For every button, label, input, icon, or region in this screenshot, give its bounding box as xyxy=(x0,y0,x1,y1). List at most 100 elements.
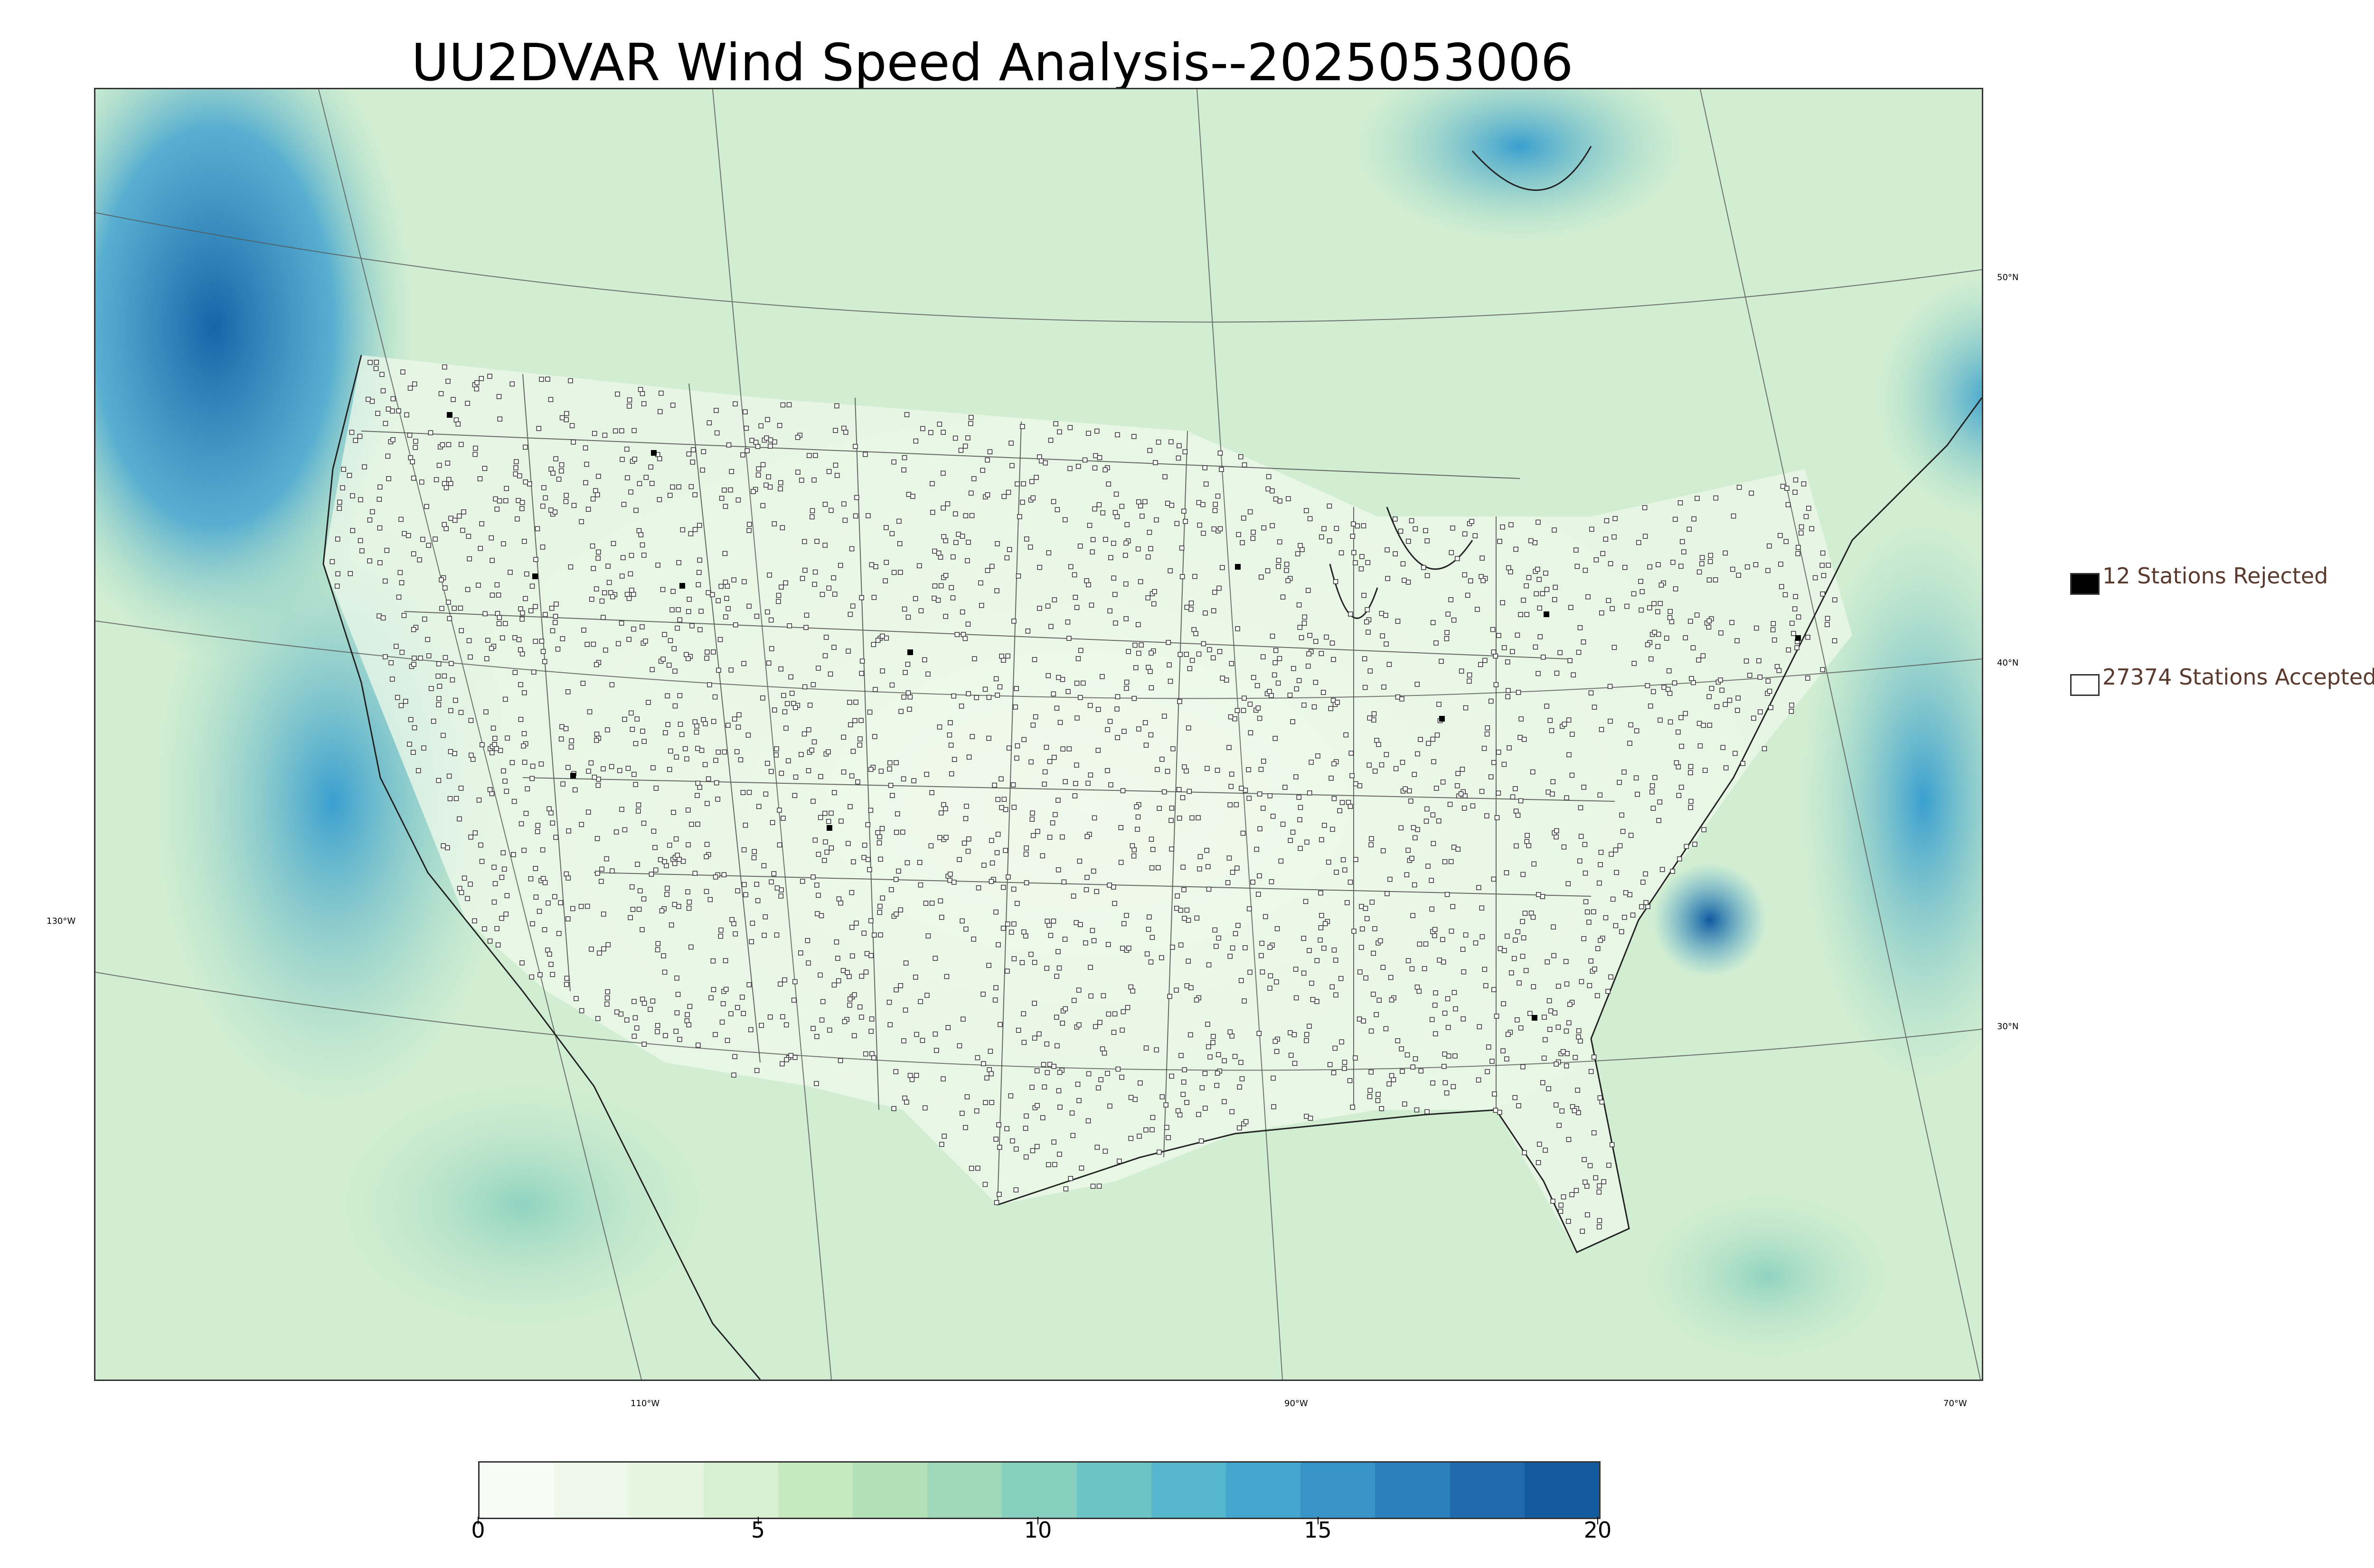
accepted-station-marker xyxy=(914,1032,919,1037)
accepted-station-marker xyxy=(1536,519,1541,525)
accepted-station-marker xyxy=(1455,846,1460,852)
accepted-station-marker xyxy=(1696,657,1701,663)
accepted-station-marker xyxy=(1149,836,1154,842)
accepted-station-marker xyxy=(841,425,847,431)
accepted-station-marker xyxy=(779,584,784,590)
accepted-station-marker xyxy=(838,818,844,824)
accepted-station-marker xyxy=(1540,894,1545,899)
accepted-station-marker xyxy=(1291,1032,1297,1037)
accepted-station-marker xyxy=(1667,691,1673,696)
accepted-station-marker xyxy=(864,951,870,957)
accepted-station-marker xyxy=(648,1006,653,1012)
wind-speed-map[interactable] xyxy=(94,88,1983,1381)
accepted-station-marker xyxy=(898,907,903,913)
accepted-station-marker xyxy=(1585,1212,1590,1218)
accepted-station-marker xyxy=(1097,1020,1102,1025)
accepted-station-marker xyxy=(1372,769,1378,774)
accepted-station-marker xyxy=(887,766,892,772)
accepted-station-marker xyxy=(716,750,721,755)
accepted-station-marker xyxy=(518,682,523,687)
accepted-station-marker xyxy=(553,835,559,840)
accepted-station-marker xyxy=(1482,967,1488,972)
accepted-station-marker xyxy=(446,600,451,605)
accepted-station-marker xyxy=(440,442,445,448)
colorbar-level-7 xyxy=(1002,1463,1077,1518)
accepted-station-marker xyxy=(872,734,877,739)
accepted-station-marker xyxy=(571,439,576,445)
accepted-station-marker xyxy=(637,481,642,487)
accepted-station-marker xyxy=(640,391,645,396)
accepted-station-marker xyxy=(1517,980,1522,986)
accepted-station-marker xyxy=(1406,538,1411,544)
accepted-station-marker xyxy=(1821,573,1827,578)
accepted-station-marker xyxy=(850,749,856,754)
accepted-station-marker xyxy=(537,972,543,977)
accepted-station-marker xyxy=(878,856,883,862)
accepted-station-marker xyxy=(1293,774,1299,779)
rejected-station-marker xyxy=(907,649,913,655)
accepted-station-marker xyxy=(880,895,886,901)
accepted-station-marker xyxy=(735,724,741,730)
accepted-station-marker xyxy=(659,390,664,396)
accepted-station-marker xyxy=(1063,1186,1069,1192)
accepted-station-marker xyxy=(1275,680,1281,686)
accepted-station-marker xyxy=(1694,612,1700,618)
accepted-station-marker xyxy=(1566,717,1572,723)
accepted-station-marker xyxy=(933,1031,938,1037)
accepted-station-marker xyxy=(1617,779,1622,785)
accepted-station-marker xyxy=(1030,1148,1036,1154)
accepted-station-marker xyxy=(780,525,785,530)
accepted-station-marker xyxy=(1796,545,1801,550)
accepted-station-marker xyxy=(1509,970,1514,976)
wind-speed-colorbar xyxy=(478,1461,1601,1519)
accepted-station-marker xyxy=(682,746,688,751)
accepted-station-marker xyxy=(411,662,416,667)
accepted-station-marker xyxy=(841,501,847,507)
accepted-station-marker xyxy=(1167,994,1172,999)
accepted-station-marker xyxy=(1351,521,1356,527)
accepted-station-marker xyxy=(1683,635,1688,640)
accepted-station-marker xyxy=(1444,892,1450,897)
accepted-station-marker xyxy=(428,686,434,691)
accepted-station-marker xyxy=(959,704,964,709)
accepted-station-marker xyxy=(814,1081,819,1086)
accepted-station-marker xyxy=(1235,923,1241,928)
accepted-station-marker xyxy=(1432,927,1438,932)
accepted-station-marker xyxy=(1126,649,1131,654)
accepted-station-marker xyxy=(636,528,642,534)
accepted-station-marker xyxy=(396,408,401,413)
accepted-station-marker xyxy=(1024,880,1029,885)
accepted-station-marker xyxy=(1107,1103,1112,1109)
accepted-station-marker xyxy=(838,1058,843,1063)
accepted-station-marker xyxy=(1634,728,1639,733)
accepted-station-marker xyxy=(1052,755,1057,760)
accepted-station-marker xyxy=(1583,870,1588,876)
accepted-station-marker xyxy=(636,907,642,912)
accepted-station-marker xyxy=(894,829,899,835)
accepted-station-marker xyxy=(902,455,907,460)
accepted-station-marker xyxy=(1656,631,1661,637)
accepted-station-marker xyxy=(1367,1088,1373,1093)
accepted-station-marker xyxy=(1561,844,1567,850)
accepted-station-marker xyxy=(1692,842,1697,847)
accepted-station-marker xyxy=(1169,503,1175,508)
accepted-station-marker xyxy=(1571,672,1576,677)
accepted-station-marker xyxy=(980,991,986,997)
accepted-station-marker xyxy=(1067,466,1073,471)
accepted-station-marker xyxy=(1665,686,1671,692)
accepted-station-marker xyxy=(729,469,734,474)
accepted-station-marker xyxy=(1670,560,1676,565)
accepted-station-marker xyxy=(895,811,900,817)
accepted-station-marker xyxy=(1358,945,1364,950)
accepted-station-marker xyxy=(1367,715,1373,721)
accepted-station-marker xyxy=(1515,632,1520,638)
accepted-station-marker xyxy=(539,376,544,382)
accepted-station-marker xyxy=(1617,843,1623,848)
accepted-station-marker xyxy=(1576,1028,1582,1033)
accepted-station-marker xyxy=(859,658,865,664)
accepted-station-marker xyxy=(436,661,442,667)
accepted-station-marker xyxy=(772,439,777,445)
accepted-station-marker xyxy=(1179,574,1185,579)
accepted-station-marker xyxy=(458,605,463,611)
accepted-station-marker xyxy=(806,960,811,966)
